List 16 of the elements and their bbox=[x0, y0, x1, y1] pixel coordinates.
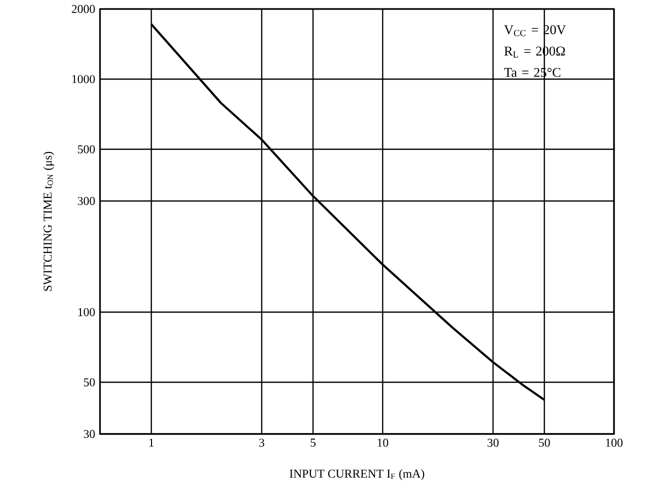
x-tick-label: 30 bbox=[488, 438, 499, 447]
y-tick-label: 100 bbox=[78, 308, 95, 316]
y-tick-label: 500 bbox=[78, 145, 95, 154]
x-tick-label: 100 bbox=[606, 438, 623, 447]
y-tick-label: 30 bbox=[84, 430, 95, 438]
y-tick-label: 2000 bbox=[72, 4, 95, 14]
x-tick-label: 3 bbox=[259, 438, 264, 447]
y-tick-label: 300 bbox=[78, 196, 95, 206]
x-tick-label: 5 bbox=[310, 438, 316, 447]
y-tick-label: 50 bbox=[84, 378, 95, 386]
x-tick-label: 50 bbox=[539, 438, 550, 447]
x-tick-label: 10 bbox=[378, 438, 388, 447]
y-axis-title: SWITCHING TIME t$_{ON}$ (μs) bbox=[43, 152, 54, 291]
x-tick-label: 1 bbox=[149, 438, 154, 447]
x-axis-title: INPUT CURRENT I$_{F}$ (mA) bbox=[290, 469, 424, 480]
y-tick-label: 1000 bbox=[72, 75, 95, 84]
